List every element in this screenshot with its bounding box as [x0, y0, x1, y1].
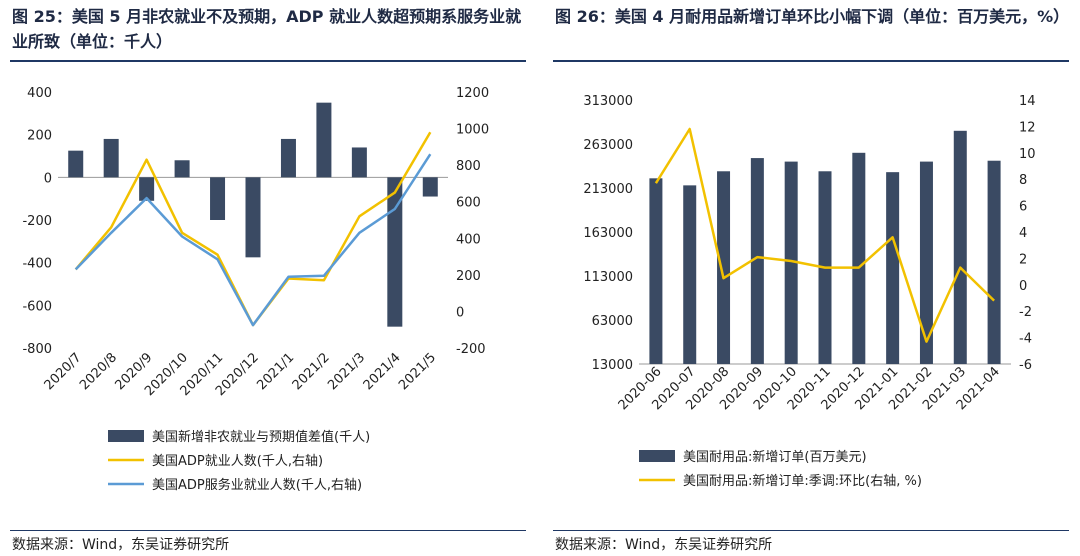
bar: [68, 150, 84, 178]
y-left-tick-label: 63000: [592, 314, 633, 329]
y-left-tick-label: 263000: [583, 138, 633, 153]
employment-chart: 400 200 0 -200 -400 -600 -800 1200 1000 800 600 400…: [22, 86, 489, 493]
series-line: [74, 153, 432, 327]
y-left-tick-label: 113000: [583, 270, 633, 285]
legend-label: 美国ADP服务业就业人数(千人,右轴): [152, 477, 362, 493]
y-left-tick-label: 0: [44, 171, 52, 186]
bar: [139, 177, 155, 201]
y-left-tick-label: 200: [27, 129, 52, 144]
y-right-tick-label: 2: [1019, 252, 1027, 267]
title-rule: [553, 60, 1069, 62]
y-right-tick-label: 400: [456, 232, 481, 247]
legend-swatch: [108, 430, 144, 442]
x-tick-label: 2021/3: [325, 350, 368, 393]
chart-source: 数据来源：Wind，东吴证券研究所: [12, 537, 230, 553]
legend-swatch: [639, 450, 675, 462]
y-right-tick-label: 800: [456, 159, 481, 174]
y-left-tick-label: 400: [27, 86, 52, 101]
y-right-tick-label: -2: [1019, 305, 1032, 320]
chart-title: 图 26：美国 4 月耐用品新增订单环比小幅下调（单位：百万美元，%）: [555, 7, 1070, 26]
y-left-tick-label: -800: [22, 342, 52, 357]
bar: [987, 160, 1001, 364]
y-left-tick-label: -200: [22, 214, 52, 229]
x-tick-label: 2021/4: [361, 350, 404, 393]
legend-label: 美国新增非农就业与预期值差值(千人): [152, 429, 370, 445]
bar: [919, 161, 933, 364]
footer-rule: [10, 530, 526, 531]
y-right-tick-label: 6: [1019, 200, 1027, 215]
bar: [717, 171, 731, 364]
y-right-tick-label: 1200: [456, 86, 489, 101]
y-left-tick-label: 163000: [583, 226, 633, 241]
bar: [387, 177, 403, 327]
y-right-tick-label: 4: [1019, 226, 1027, 241]
bar: [351, 147, 367, 178]
chart-panel-employment: 图 25：美国 5 月非农就业不及预期，ADP 就业人数超预期系服务业就业所致（…: [0, 0, 537, 556]
bar: [103, 138, 119, 178]
x-tick-label: 2021/2: [290, 350, 333, 393]
bar: [953, 130, 967, 364]
bar: [852, 152, 866, 364]
bar: [422, 177, 438, 197]
y-right-tick-label: -6: [1019, 358, 1032, 373]
bar: [174, 160, 190, 178]
title-rule: [10, 60, 526, 62]
y-left-tick-label: -400: [22, 257, 52, 272]
chart-panel-durable-goods: 图 26：美国 4 月耐用品新增订单环比小幅下调（单位：百万美元，%） 3130…: [543, 0, 1080, 556]
bar: [280, 138, 296, 178]
x-tick-label: 2020/8: [77, 350, 120, 393]
y-right-tick-label: 200: [456, 269, 481, 284]
y-left-tick-label: 13000: [592, 358, 633, 373]
y-right-tick-label: 0: [456, 305, 464, 320]
y-right-tick-label: 12: [1019, 120, 1036, 135]
y-right-tick-label: 10: [1019, 147, 1036, 162]
y-right-tick-label: 1000: [456, 123, 489, 138]
x-tick-label: 2021/1: [254, 350, 297, 393]
y-right-tick-label: 600: [456, 196, 481, 211]
legend-label: 美国ADP就业人数(千人,右轴): [152, 454, 323, 469]
bar: [649, 178, 663, 364]
bar: [784, 161, 798, 364]
y-right-tick-label: 14: [1019, 94, 1036, 109]
y-left-tick-label: 313000: [583, 94, 633, 109]
series-line: [654, 127, 995, 343]
bar: [750, 158, 764, 364]
y-right-tick-label: -200: [456, 342, 486, 357]
legend-label: 美国耐用品:新增订单(百万美元): [683, 449, 867, 465]
y-left-tick-label: -600: [22, 299, 52, 314]
y-right-tick-label: -4: [1019, 332, 1032, 347]
legend-label: 美国耐用品:新增订单:季调:环比(右轴, %): [683, 473, 922, 489]
y-right-tick-label: 0: [1019, 279, 1027, 294]
bar: [683, 185, 697, 364]
bar: [210, 177, 226, 220]
durable-goods-chart: 313000 263000 213000 163000 113000 63000 13000…: [583, 94, 1036, 489]
footer-rule: [553, 530, 1069, 531]
chart-title: 图 25：美国 5 月非农就业不及预期，ADP 就业人数超预期系服务业就业所致（…: [12, 7, 522, 51]
bar: [886, 172, 900, 364]
y-right-tick-label: 8: [1019, 173, 1027, 188]
bar: [316, 102, 332, 178]
bar: [245, 177, 261, 258]
x-tick-label: 2021/5: [396, 350, 439, 393]
chart-source: 数据来源：Wind，东吴证券研究所: [555, 537, 773, 553]
y-left-tick-label: 213000: [583, 182, 633, 197]
